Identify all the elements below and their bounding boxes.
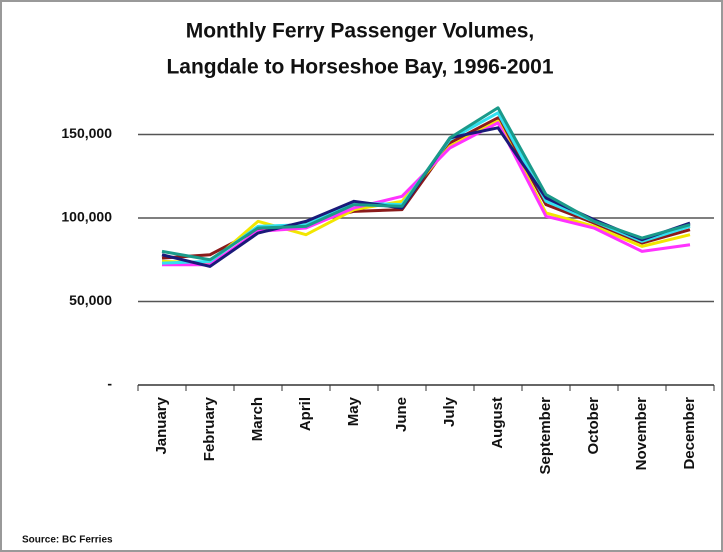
y-tick-label: - [107,376,112,392]
x-tick-label: June [393,397,410,432]
x-tick-label: August [489,397,506,449]
x-tick-label: May [345,396,362,426]
chart-subtitle: Langdale to Horseshoe Bay, 1996-2001 [166,56,553,79]
y-tick-label: 150,000 [61,125,112,141]
x-tick-label: October [585,397,602,455]
y-tick-label: 100,000 [61,209,112,225]
x-tick-label: February [201,396,218,461]
chart-title: Monthly Ferry Passenger Volumes, [186,20,535,43]
x-tick-label: January [153,396,170,454]
x-tick-label: September [537,397,554,475]
x-tick-label: July [441,396,458,427]
x-tick-label: March [249,397,266,441]
series-line [161,106,691,262]
x-tick-label: November [633,397,650,471]
x-tick-label: December [681,397,698,470]
source: Source: BC Ferries [22,535,113,546]
x-tick-label: April [297,397,314,431]
y-tick-label: 50,000 [69,292,112,308]
